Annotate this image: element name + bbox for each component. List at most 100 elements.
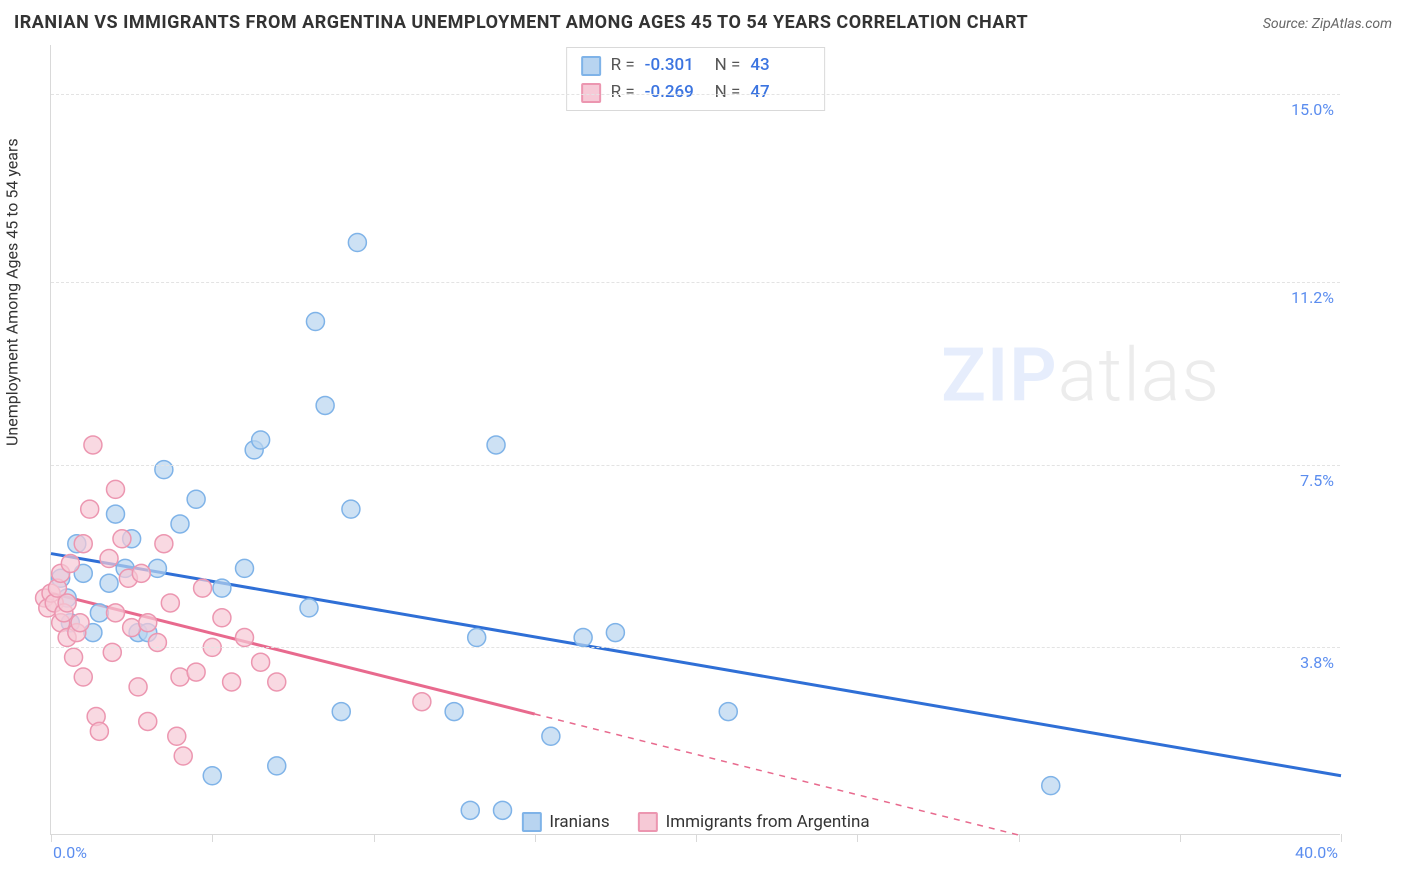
data-point <box>171 515 189 533</box>
plot-area: ZIPatlas R = -0.301 N = 43 R = -0.269 N … <box>50 45 1340 835</box>
x-tick <box>212 834 213 842</box>
y-axis-label: Unemployment Among Ages 45 to 54 years <box>3 138 22 446</box>
data-point <box>719 703 737 721</box>
data-point <box>223 673 241 691</box>
data-point <box>100 550 118 568</box>
data-point <box>445 703 463 721</box>
data-point <box>252 653 270 671</box>
legend-series: Iranians Immigrants from Argentina <box>521 812 869 832</box>
swatch-series-1b <box>638 812 658 832</box>
data-point <box>168 727 186 745</box>
data-point <box>81 500 99 518</box>
data-point <box>84 436 102 454</box>
y-tick-label: 3.8% <box>1300 653 1334 672</box>
chart-title: IRANIAN VS IMMIGRANTS FROM ARGENTINA UNE… <box>14 12 1028 33</box>
x-tick <box>374 834 375 842</box>
data-point <box>606 624 624 642</box>
x-origin-label: 0.0% <box>53 843 87 862</box>
data-point <box>1042 777 1060 795</box>
data-point <box>74 535 92 553</box>
data-point <box>155 535 173 553</box>
data-point <box>574 629 592 647</box>
data-point <box>129 678 147 696</box>
legend-item: Immigrants from Argentina <box>638 812 870 832</box>
data-point <box>107 505 125 523</box>
data-point <box>74 668 92 686</box>
data-point <box>306 313 324 331</box>
data-point <box>413 693 431 711</box>
data-point <box>203 767 221 785</box>
r-label: R = <box>611 52 635 79</box>
swatch-series-0 <box>581 56 601 76</box>
data-point <box>268 673 286 691</box>
data-point <box>100 574 118 592</box>
data-point <box>107 604 125 622</box>
legend-row: R = -0.269 N = 47 <box>581 79 811 106</box>
gridline <box>51 647 1340 648</box>
data-point <box>132 564 150 582</box>
data-point <box>90 604 108 622</box>
y-tick-label: 7.5% <box>1300 471 1334 490</box>
swatch-series-0b <box>521 812 541 832</box>
data-point <box>187 490 205 508</box>
data-point <box>236 559 254 577</box>
data-point <box>107 480 125 498</box>
x-tick <box>535 834 536 842</box>
data-point <box>71 614 89 632</box>
data-point <box>123 619 141 637</box>
x-tick <box>1180 834 1181 842</box>
legend-correlation: R = -0.301 N = 43 R = -0.269 N = 47 <box>566 47 826 111</box>
swatch-series-1 <box>581 83 601 103</box>
x-tick <box>857 834 858 842</box>
data-point <box>194 579 212 597</box>
data-point <box>155 461 173 479</box>
n-label: N = <box>715 52 741 79</box>
data-point <box>161 594 179 612</box>
legend-row: R = -0.301 N = 43 <box>581 52 811 79</box>
data-point <box>90 722 108 740</box>
gridline <box>51 465 1340 466</box>
data-point <box>113 530 131 548</box>
data-point <box>494 801 512 819</box>
r-value-1: -0.269 <box>645 79 705 106</box>
trend-line <box>51 554 1341 776</box>
data-point <box>139 614 157 632</box>
gridline <box>51 282 1340 283</box>
data-point <box>171 668 189 686</box>
y-tick-label: 15.0% <box>1291 100 1334 119</box>
data-point <box>187 663 205 681</box>
data-point <box>103 643 121 661</box>
data-point <box>58 594 76 612</box>
r-value-0: -0.301 <box>645 52 705 79</box>
x-max-label: 40.0% <box>1295 843 1338 862</box>
data-point <box>342 500 360 518</box>
legend-item: Iranians <box>521 812 609 832</box>
data-point <box>468 629 486 647</box>
data-point <box>174 747 192 765</box>
data-point <box>300 599 318 617</box>
x-tick <box>51 834 52 842</box>
data-point <box>148 559 166 577</box>
data-point <box>139 712 157 730</box>
n-label: N = <box>715 79 741 106</box>
data-point <box>316 396 334 414</box>
data-point <box>348 234 366 252</box>
series-label-1: Immigrants from Argentina <box>666 812 870 832</box>
data-point <box>213 579 231 597</box>
data-point <box>461 801 479 819</box>
n-value-1: 47 <box>750 79 810 106</box>
chart-svg <box>51 45 1340 834</box>
source-label: Source: ZipAtlas.com <box>1263 16 1392 32</box>
data-point <box>148 633 166 651</box>
x-tick <box>696 834 697 842</box>
data-point <box>252 431 270 449</box>
x-tick <box>1341 834 1342 842</box>
data-point <box>65 648 83 666</box>
data-point <box>542 727 560 745</box>
data-point <box>268 757 286 775</box>
gridline <box>51 94 1340 95</box>
y-tick-label: 11.2% <box>1291 288 1334 307</box>
data-point <box>487 436 505 454</box>
series-label-0: Iranians <box>549 812 609 832</box>
x-tick <box>1019 834 1020 842</box>
